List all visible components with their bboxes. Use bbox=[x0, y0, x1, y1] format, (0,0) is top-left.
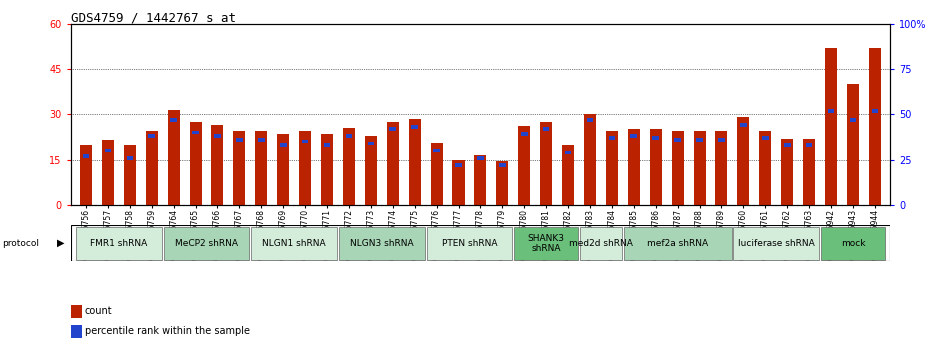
Bar bbox=[825, 48, 837, 205]
Bar bbox=[258, 138, 265, 142]
Bar bbox=[805, 143, 812, 147]
Bar bbox=[781, 139, 793, 205]
Bar bbox=[693, 131, 706, 205]
Bar bbox=[102, 140, 114, 205]
Bar bbox=[367, 142, 374, 145]
Bar bbox=[762, 136, 769, 140]
Bar bbox=[496, 161, 509, 205]
Bar bbox=[430, 143, 443, 205]
Bar bbox=[280, 143, 286, 147]
Bar bbox=[499, 163, 506, 167]
Bar bbox=[580, 227, 622, 260]
Bar bbox=[324, 143, 331, 147]
Bar bbox=[630, 134, 637, 138]
Bar bbox=[738, 117, 750, 205]
Text: ▶: ▶ bbox=[57, 238, 64, 248]
Bar bbox=[869, 48, 881, 205]
Bar bbox=[346, 134, 352, 138]
Bar bbox=[584, 114, 596, 205]
Bar bbox=[759, 131, 771, 205]
Bar bbox=[76, 227, 162, 260]
Bar bbox=[847, 84, 859, 205]
Bar bbox=[343, 128, 355, 205]
Bar bbox=[514, 227, 578, 260]
Bar bbox=[365, 135, 377, 205]
Bar bbox=[80, 144, 92, 205]
Bar bbox=[211, 125, 223, 205]
Text: protocol: protocol bbox=[2, 239, 39, 248]
Bar bbox=[562, 144, 574, 205]
Bar bbox=[609, 136, 615, 140]
Text: percentile rank within the sample: percentile rank within the sample bbox=[85, 326, 250, 337]
Bar bbox=[452, 160, 464, 205]
Bar bbox=[214, 134, 220, 138]
Bar bbox=[192, 131, 199, 134]
Text: count: count bbox=[85, 306, 112, 317]
Bar bbox=[149, 134, 155, 138]
Bar bbox=[146, 131, 157, 205]
Bar bbox=[733, 227, 820, 260]
Bar bbox=[715, 131, 727, 205]
Bar bbox=[477, 156, 484, 160]
Bar bbox=[784, 143, 790, 147]
Bar bbox=[740, 123, 747, 127]
Bar bbox=[521, 132, 528, 136]
Bar bbox=[433, 149, 440, 152]
Bar bbox=[255, 131, 268, 205]
Bar bbox=[871, 109, 878, 113]
Bar bbox=[105, 149, 111, 152]
Bar bbox=[164, 227, 250, 260]
Bar bbox=[627, 130, 640, 205]
Bar bbox=[828, 109, 835, 113]
Bar bbox=[339, 227, 425, 260]
Bar bbox=[427, 227, 512, 260]
Bar bbox=[820, 227, 885, 260]
Bar bbox=[475, 155, 486, 205]
Text: SHANK3
shRNA: SHANK3 shRNA bbox=[528, 233, 564, 253]
Bar bbox=[672, 131, 684, 205]
Bar bbox=[455, 163, 462, 167]
Bar bbox=[123, 144, 136, 205]
Bar bbox=[252, 227, 337, 260]
Bar bbox=[409, 119, 421, 205]
Bar bbox=[301, 140, 308, 143]
Bar bbox=[540, 122, 552, 205]
Bar bbox=[606, 131, 618, 205]
Bar bbox=[234, 131, 246, 205]
Bar bbox=[387, 122, 398, 205]
Text: GDS4759 / 1442767_s_at: GDS4759 / 1442767_s_at bbox=[71, 11, 236, 24]
Bar bbox=[236, 138, 243, 142]
Text: mock: mock bbox=[840, 239, 865, 248]
Bar bbox=[389, 127, 396, 131]
Bar bbox=[126, 156, 133, 160]
Bar bbox=[718, 138, 724, 142]
Bar bbox=[674, 138, 681, 142]
Text: med2d shRNA: med2d shRNA bbox=[569, 239, 633, 248]
Text: NLGN3 shRNA: NLGN3 shRNA bbox=[350, 239, 414, 248]
Bar bbox=[804, 139, 815, 205]
Bar bbox=[83, 154, 89, 158]
Bar bbox=[518, 126, 530, 205]
Bar bbox=[653, 136, 659, 140]
Bar bbox=[565, 151, 572, 154]
Bar bbox=[189, 122, 202, 205]
Bar bbox=[650, 130, 661, 205]
Bar bbox=[543, 127, 549, 131]
Text: PTEN shRNA: PTEN shRNA bbox=[442, 239, 497, 248]
Text: luciferase shRNA: luciferase shRNA bbox=[738, 239, 815, 248]
Bar bbox=[300, 131, 311, 205]
Text: FMR1 shRNA: FMR1 shRNA bbox=[90, 239, 148, 248]
Bar bbox=[321, 134, 333, 205]
Bar bbox=[277, 134, 289, 205]
Text: mef2a shRNA: mef2a shRNA bbox=[647, 239, 708, 248]
Bar bbox=[171, 118, 177, 122]
Bar bbox=[624, 227, 732, 260]
Bar bbox=[587, 118, 593, 122]
Bar bbox=[168, 110, 180, 205]
Bar bbox=[696, 138, 703, 142]
Text: MeCP2 shRNA: MeCP2 shRNA bbox=[175, 239, 238, 248]
Bar bbox=[850, 118, 856, 122]
Text: NLGN1 shRNA: NLGN1 shRNA bbox=[263, 239, 326, 248]
Bar bbox=[412, 125, 418, 129]
